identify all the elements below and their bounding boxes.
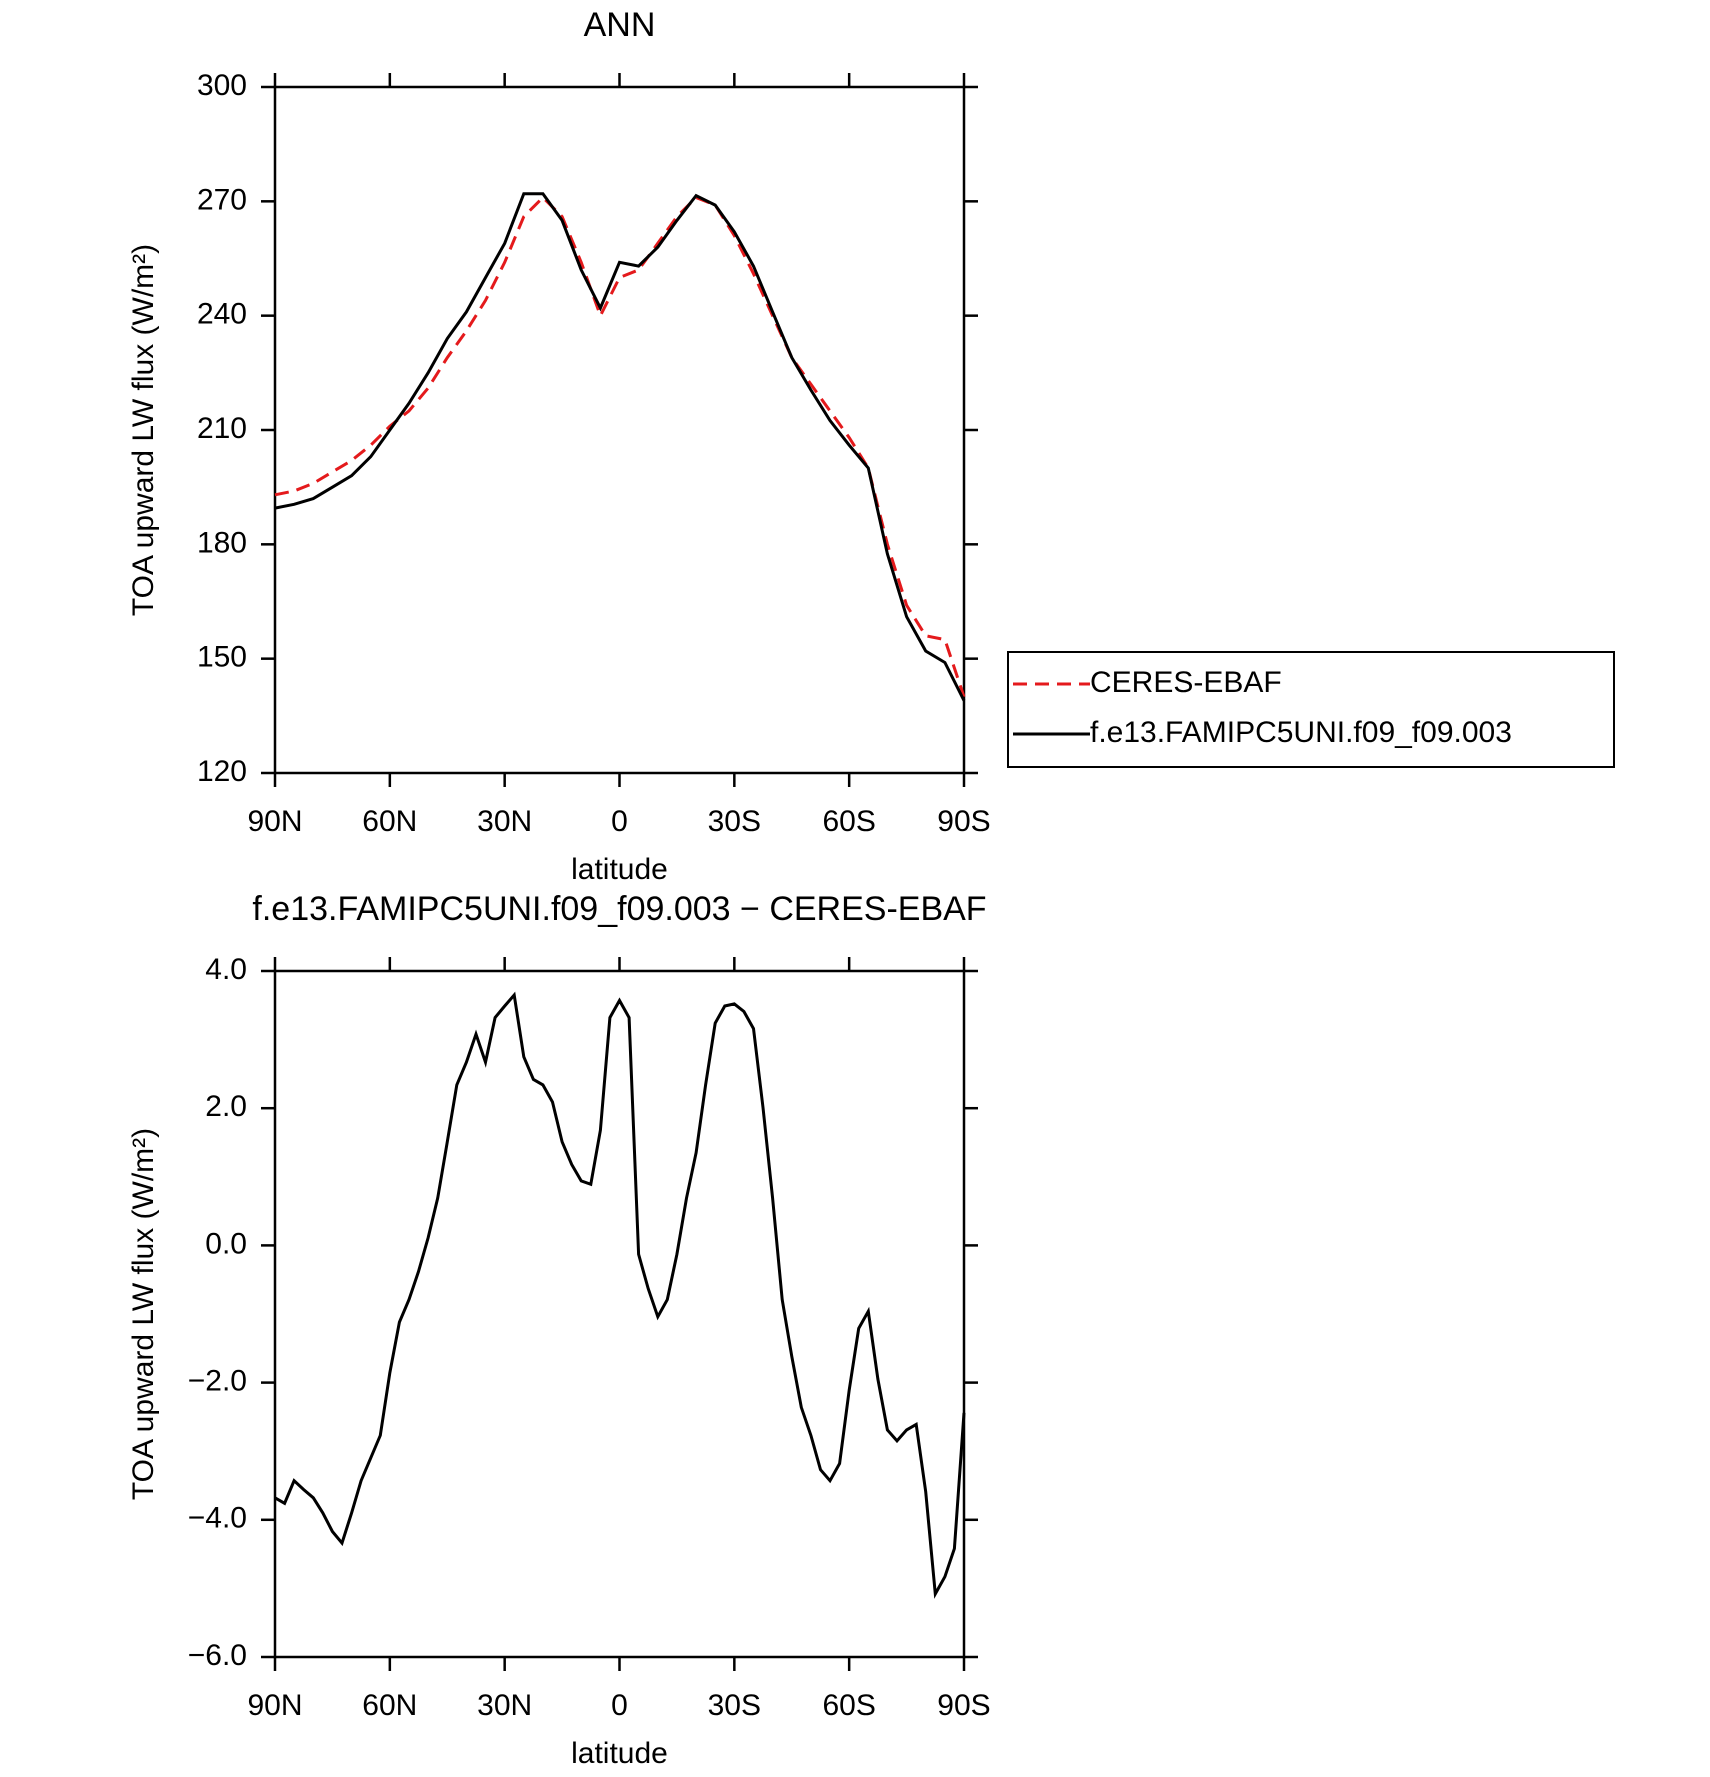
series-line xyxy=(274,195,966,698)
y-tick-label: 270 xyxy=(197,183,247,216)
data-line xyxy=(274,991,966,1599)
legend-box xyxy=(1007,651,1615,768)
x-tick-label: 60N xyxy=(362,1689,417,1722)
x-tick-label: 90N xyxy=(247,1689,302,1722)
y-tick-label: 180 xyxy=(197,526,247,559)
y-tick-label: 120 xyxy=(197,755,247,788)
x-tick-label: 30N xyxy=(477,1689,532,1722)
plot-frame xyxy=(273,85,966,775)
y-tick-label: 0.0 xyxy=(205,1227,247,1260)
y-tick-label: 150 xyxy=(197,641,247,674)
x-tick-label: 90S xyxy=(937,1689,990,1722)
x-tick-label: 30N xyxy=(477,805,532,838)
y-tick-label: 210 xyxy=(197,412,247,445)
x-tick-label: 90N xyxy=(247,805,302,838)
series-line xyxy=(274,192,966,702)
x-tick-label: 60N xyxy=(362,805,417,838)
x-tick-label: 90S xyxy=(937,805,990,838)
y-tick-label: 2.0 xyxy=(205,1090,247,1123)
chart-title: ANN xyxy=(584,6,656,44)
x-tick-label: 30S xyxy=(708,805,761,838)
y-tick-label: 300 xyxy=(197,69,247,102)
y-axis-label: TOA upward LW flux (W/m²) xyxy=(127,244,160,616)
legend-label: CERES-EBAF xyxy=(1090,666,1282,699)
x-tick-label: 30S xyxy=(708,1689,761,1722)
y-tick-label: −2.0 xyxy=(188,1365,247,1398)
y-axis-label: TOA upward LW flux (W/m²) xyxy=(127,1128,160,1500)
y-tick-label: −6.0 xyxy=(188,1639,247,1672)
legend-label: f.e13.FAMIPC5UNI.f09_f09.003 xyxy=(1090,716,1512,749)
x-axis-label: latitude xyxy=(571,1737,668,1770)
x-tick-label: 60S xyxy=(822,805,875,838)
chart-title: f.e13.FAMIPC5UNI.f09_f09.003 − CERES-EBA… xyxy=(252,890,986,928)
y-tick-label: 240 xyxy=(197,298,247,331)
y-tick-label: −4.0 xyxy=(188,1502,247,1535)
plot-frame xyxy=(273,969,966,1659)
y-tick-label: 4.0 xyxy=(205,953,247,986)
x-tick-label: 0 xyxy=(611,1689,628,1722)
x-axis-label: latitude xyxy=(571,853,668,886)
x-tick-label: 60S xyxy=(822,1689,875,1722)
x-tick-label: 0 xyxy=(611,805,628,838)
